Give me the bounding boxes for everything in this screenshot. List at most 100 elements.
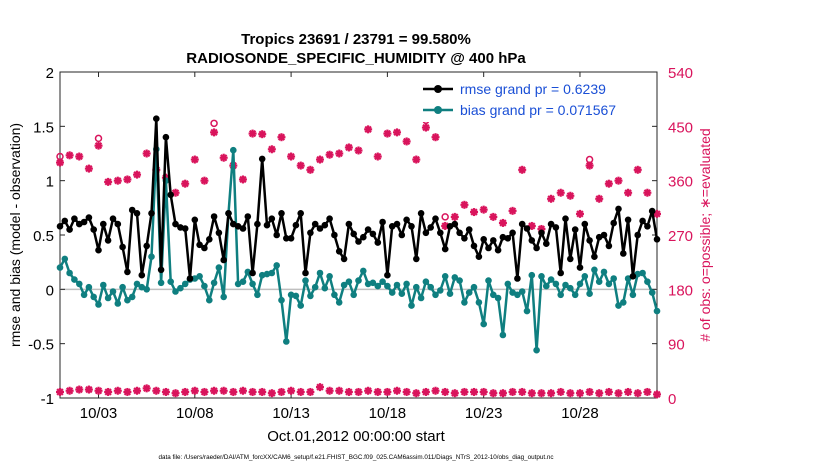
rmse-point	[374, 239, 382, 246]
bias-point	[547, 276, 555, 283]
rmse-point	[292, 221, 300, 229]
obs-evaluated-marker	[547, 194, 556, 203]
bias-point	[648, 289, 656, 296]
bias-point	[451, 274, 459, 281]
bias-point	[157, 279, 165, 287]
y-left-tick-label: 0.5	[33, 228, 54, 245]
rmse-point	[143, 242, 150, 250]
obs-layer	[56, 116, 661, 399]
rmse-point	[543, 240, 550, 247]
obs-possible-marker	[210, 119, 218, 128]
obs-evaluated-marker-low	[248, 387, 257, 396]
obs-evaluated-marker-low	[643, 387, 652, 396]
obs-evaluated-marker-low	[383, 387, 392, 396]
rmse-point	[398, 231, 406, 239]
rmse-point	[148, 210, 155, 217]
bias-point	[206, 296, 213, 304]
obs-evaluated-marker-low	[296, 387, 305, 396]
obs-evaluated-marker	[248, 129, 257, 138]
bias-point	[56, 264, 64, 271]
obs-evaluated-marker-low	[431, 386, 440, 395]
rmse-point	[297, 210, 305, 217]
obs-evaluated-marker	[566, 191, 575, 200]
y-right-tick-label: 90	[668, 337, 685, 354]
bias-point	[66, 269, 73, 277]
rmse-point	[494, 246, 502, 254]
obs-evaluated-marker-low	[566, 389, 575, 398]
rmse-point	[533, 244, 540, 252]
bias-point	[181, 280, 189, 288]
bias-point	[311, 283, 319, 291]
rmse-point	[268, 215, 276, 222]
obs-evaluated-marker	[595, 194, 604, 203]
bias-point	[403, 280, 410, 288]
obs-evaluated-marker	[479, 205, 488, 214]
x-tick-label: 10/13	[272, 405, 310, 422]
bias-point	[504, 280, 512, 288]
bias-point	[586, 290, 593, 298]
rmse-point	[326, 215, 333, 222]
y-left-tick-label: -0.5	[28, 337, 54, 354]
bias-point	[307, 292, 314, 300]
rmse-point	[600, 231, 608, 239]
obs-evaluated-marker	[258, 130, 267, 139]
obs-evaluated-marker-low	[142, 384, 151, 393]
obs-evaluated-marker-low	[171, 389, 180, 398]
bias-point	[591, 266, 598, 274]
bias-point	[167, 278, 174, 286]
rmse-point	[287, 235, 295, 242]
obs-evaluated-marker-low	[229, 387, 238, 396]
legend-bias-label: bias grand pr = 0.071567	[460, 102, 616, 118]
bias-point	[273, 262, 281, 269]
obs-evaluated-marker-low	[181, 387, 190, 396]
obs-evaluated-marker	[498, 218, 507, 227]
obs-evaluated-marker	[56, 158, 64, 167]
obs-evaluated-marker	[306, 165, 315, 174]
obs-evaluated-marker-low	[373, 387, 382, 396]
obs-evaluated-marker	[518, 165, 527, 174]
rmse-point	[109, 215, 117, 222]
bias-point	[465, 289, 473, 296]
obs-evaluated-marker-low	[123, 387, 132, 396]
obs-evaluated-marker	[508, 206, 517, 215]
obs-evaluated-marker	[364, 125, 373, 134]
rmse-point	[629, 273, 637, 280]
rmse-point	[384, 271, 391, 279]
rmse-point	[350, 230, 358, 238]
legend-box	[418, 78, 654, 122]
bias-point	[581, 273, 589, 280]
rmse-point	[644, 223, 651, 230]
rmse-point	[331, 231, 338, 239]
bias-point	[215, 264, 223, 271]
y-right-tick-label: 360	[668, 174, 693, 191]
obs-evaluated-marker-low	[595, 389, 604, 398]
legend-bias-marker	[434, 106, 442, 114]
bias-point	[398, 290, 406, 298]
y-right-tick-label: 540	[668, 65, 693, 82]
bias-point	[610, 275, 617, 282]
bias-point	[528, 271, 536, 279]
bias-point	[292, 292, 300, 300]
obs-evaluated-marker	[94, 141, 103, 150]
rmse-point	[273, 231, 281, 239]
bias-point	[360, 267, 367, 275]
bias-point	[335, 299, 343, 306]
rmse-point	[258, 155, 266, 163]
rmse-point	[528, 237, 536, 244]
bias-point	[148, 253, 155, 260]
obs-evaluated-marker	[296, 161, 305, 170]
obs-evaluated-marker-low	[354, 387, 363, 396]
obs-evaluated-marker	[190, 155, 199, 164]
obs-evaluated-marker-low	[210, 386, 219, 395]
bias-point	[523, 307, 531, 315]
rmse-point	[610, 219, 617, 227]
obs-evaluated-marker-low	[556, 387, 565, 396]
rmse-point	[220, 256, 227, 264]
rmse-point	[239, 225, 247, 232]
obs-evaluated-marker	[412, 155, 421, 164]
bias-point	[494, 294, 502, 302]
rmse-point	[316, 225, 324, 232]
rmse-point	[133, 210, 141, 217]
rmse-point	[80, 218, 88, 226]
rmse-point	[181, 225, 189, 232]
